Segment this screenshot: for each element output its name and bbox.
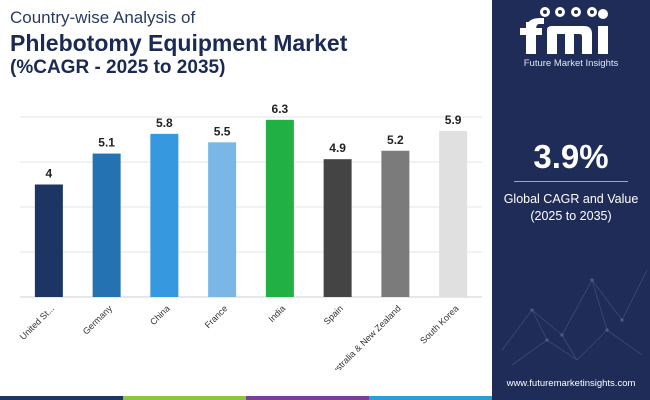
brand-name: Future Market Insights (523, 58, 619, 69)
title-line-1: Country-wise Analysis of (10, 8, 196, 27)
global-cagr-label-line-2: (2025 to 2035) (530, 209, 612, 223)
bar-chart-svg: 4 United St... 5.1 Germany 5.8 China 5.5 France… (18, 102, 482, 370)
global-cagr-value: 3.9% (533, 138, 609, 175)
bar (381, 150, 410, 297)
bar (439, 131, 468, 297)
fmi-logo-icon (520, 7, 608, 54)
strip-segment (246, 396, 369, 400)
x-tick-label: India (266, 303, 287, 324)
x-tick-label: Germany (81, 303, 115, 337)
bottom-color-strip (0, 396, 492, 400)
bar-value-label: 4.9 (329, 141, 346, 155)
bar (323, 159, 352, 297)
x-tick-label: United St... (18, 303, 57, 342)
bar (150, 133, 179, 297)
strip-segment (123, 396, 246, 400)
x-tick-label: South Korea (418, 303, 460, 345)
bar (92, 153, 121, 297)
bar-value-label: 4 (46, 167, 53, 181)
strip-segment (0, 396, 123, 400)
x-tick-label: China (148, 303, 172, 327)
bar (34, 184, 63, 297)
bar-value-label: 6.3 (272, 102, 289, 116)
chart-title: Country-wise Analysis of Phlebotomy Equi… (10, 8, 480, 79)
global-cagr-label-line-1: Global CAGR and Value (503, 192, 639, 206)
bar-value-label: 5.1 (98, 136, 115, 150)
bar-value-label: 5.9 (445, 113, 462, 127)
panel-divider (514, 181, 628, 182)
bar (208, 142, 237, 297)
x-tick-label: France (203, 303, 230, 330)
decorative-network-graphic (501, 269, 648, 366)
title-line-3: (%CAGR - 2025 to 2035) (10, 57, 226, 78)
global-cagr-label: Global CAGR and Value (2025 to 2035) (492, 191, 650, 225)
bar-value-label: 5.5 (214, 124, 231, 138)
bar (265, 119, 294, 297)
bar-value-label: 5.8 (156, 116, 173, 130)
strip-segment (369, 396, 492, 400)
website-link[interactable]: www.futuremarketinsights.com (506, 378, 636, 389)
bar-chart: 4 United St... 5.1 Germany 5.8 China 5.5 France… (0, 100, 490, 370)
bar-value-label: 5.2 (387, 133, 404, 147)
x-tick-label: Spain (322, 303, 345, 326)
summary-panel: Future Market Insights 3.9% Global CAGR … (492, 0, 650, 400)
title-line-2: Phlebotomy Equipment Market (10, 30, 348, 56)
